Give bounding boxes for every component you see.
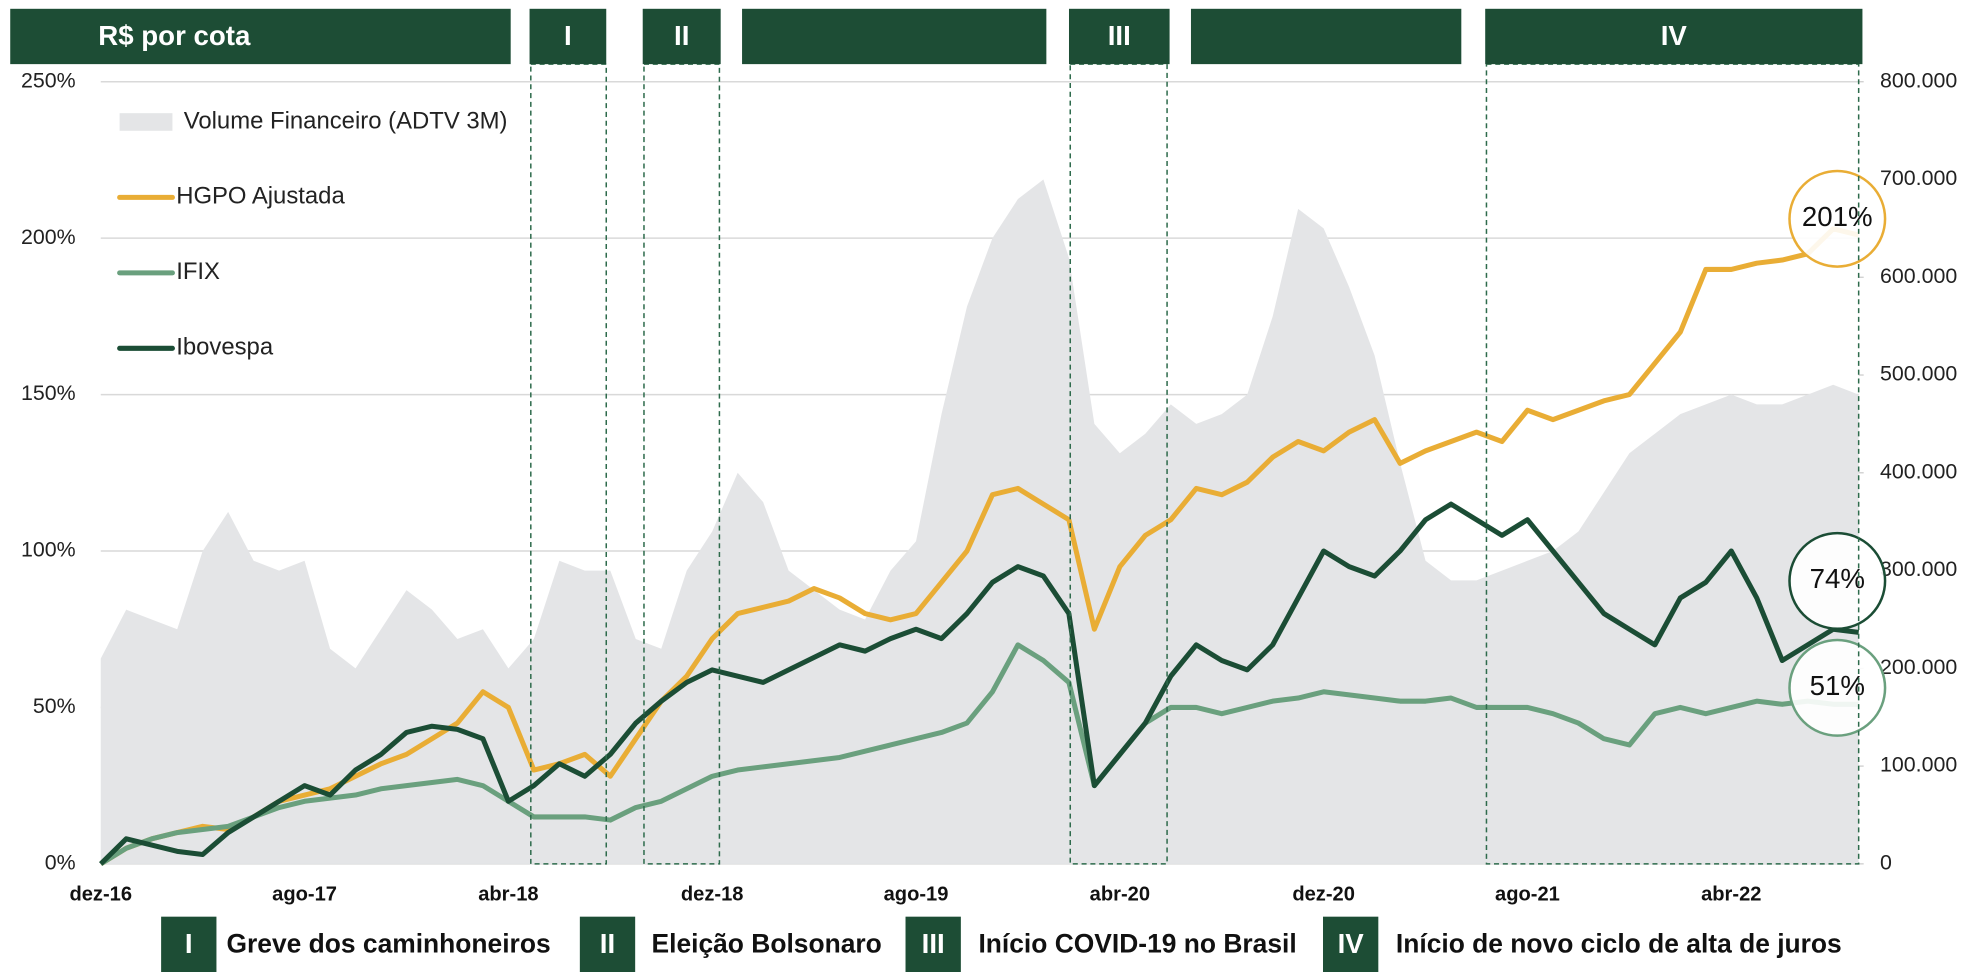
period-legend-label: I: [185, 928, 193, 959]
end-label: 201%: [1802, 201, 1873, 232]
x-tick-label: ago-21: [1495, 884, 1560, 906]
y-tick-label: 100%: [21, 538, 76, 562]
legend-label: HGPO Ajustada: [176, 183, 345, 210]
period-description: Início de novo ciclo de alta de juros: [1396, 929, 1842, 959]
y-axis-label: R$ por cota: [98, 20, 251, 51]
period-legend-box: [161, 916, 217, 972]
y-tick-label: 250%: [21, 68, 76, 92]
period-legend-box: [905, 916, 961, 972]
banner: [10, 8, 511, 65]
period-label: I: [564, 20, 572, 51]
y2-tick-label: 400.000: [1880, 459, 1957, 483]
end-label: 51%: [1810, 670, 1865, 701]
y2-tick-label: 800.000: [1880, 68, 1957, 92]
y-tick-label: 200%: [21, 225, 76, 249]
series-line: [99, 226, 1860, 867]
legend-swatch: [119, 113, 173, 131]
y-tick-label: 50%: [33, 694, 76, 718]
banner: [1068, 8, 1170, 65]
period-description: Eleição Bolsonaro: [652, 929, 882, 959]
x-tick-label: dez-16: [69, 884, 132, 906]
banner: [642, 8, 721, 65]
legend-label: IFIX: [176, 258, 220, 285]
period-legend-label: IV: [1338, 928, 1365, 959]
y-tick-label: 150%: [21, 381, 76, 405]
y2-tick-label: 500.000: [1880, 362, 1957, 386]
banner: [742, 8, 1047, 65]
period-legend-box: [1322, 916, 1379, 972]
y2-tick-label: 0: [1880, 851, 1892, 875]
x-tick-label: abr-20: [1090, 884, 1150, 906]
x-tick-label: ago-17: [272, 884, 337, 906]
banner: [1190, 8, 1462, 65]
end-label-circle: [1788, 531, 1887, 630]
y-tick-label: 0%: [45, 851, 76, 875]
series-line: [99, 642, 1859, 867]
end-label: 74%: [1810, 563, 1865, 594]
x-tick-label: abr-22: [1701, 884, 1761, 906]
end-label-circle: [1788, 169, 1887, 268]
y2-tick-label: 600.000: [1880, 264, 1957, 288]
period-description: Início COVID-19 no Brasil: [978, 929, 1296, 959]
period-label: III: [1108, 20, 1131, 51]
series-line: [99, 501, 1859, 866]
period-legend-label: III: [922, 928, 945, 959]
period-label: II: [674, 20, 689, 51]
x-tick-label: dez-20: [1292, 884, 1355, 906]
y2-tick-label: 100.000: [1880, 753, 1957, 777]
x-tick-label: dez-18: [681, 884, 744, 906]
x-tick-label: ago-19: [884, 884, 949, 906]
period-legend-label: II: [600, 928, 615, 959]
period-legend-box: [579, 916, 636, 972]
end-label-circle: [1788, 638, 1887, 737]
banner: [529, 8, 607, 65]
legend-label: Ibovespa: [176, 334, 274, 361]
x-tick-label: abr-18: [478, 884, 538, 906]
legend-label: Volume Financeiro (ADTV 3M): [184, 107, 508, 134]
period-description: Greve dos caminhoneiros: [227, 929, 551, 959]
y2-tick-label: 200.000: [1880, 655, 1957, 679]
y2-tick-label: 700.000: [1880, 166, 1957, 190]
y2-tick-label: 300.000: [1880, 557, 1957, 581]
banner: [1485, 8, 1863, 65]
period-label: IV: [1661, 20, 1688, 51]
